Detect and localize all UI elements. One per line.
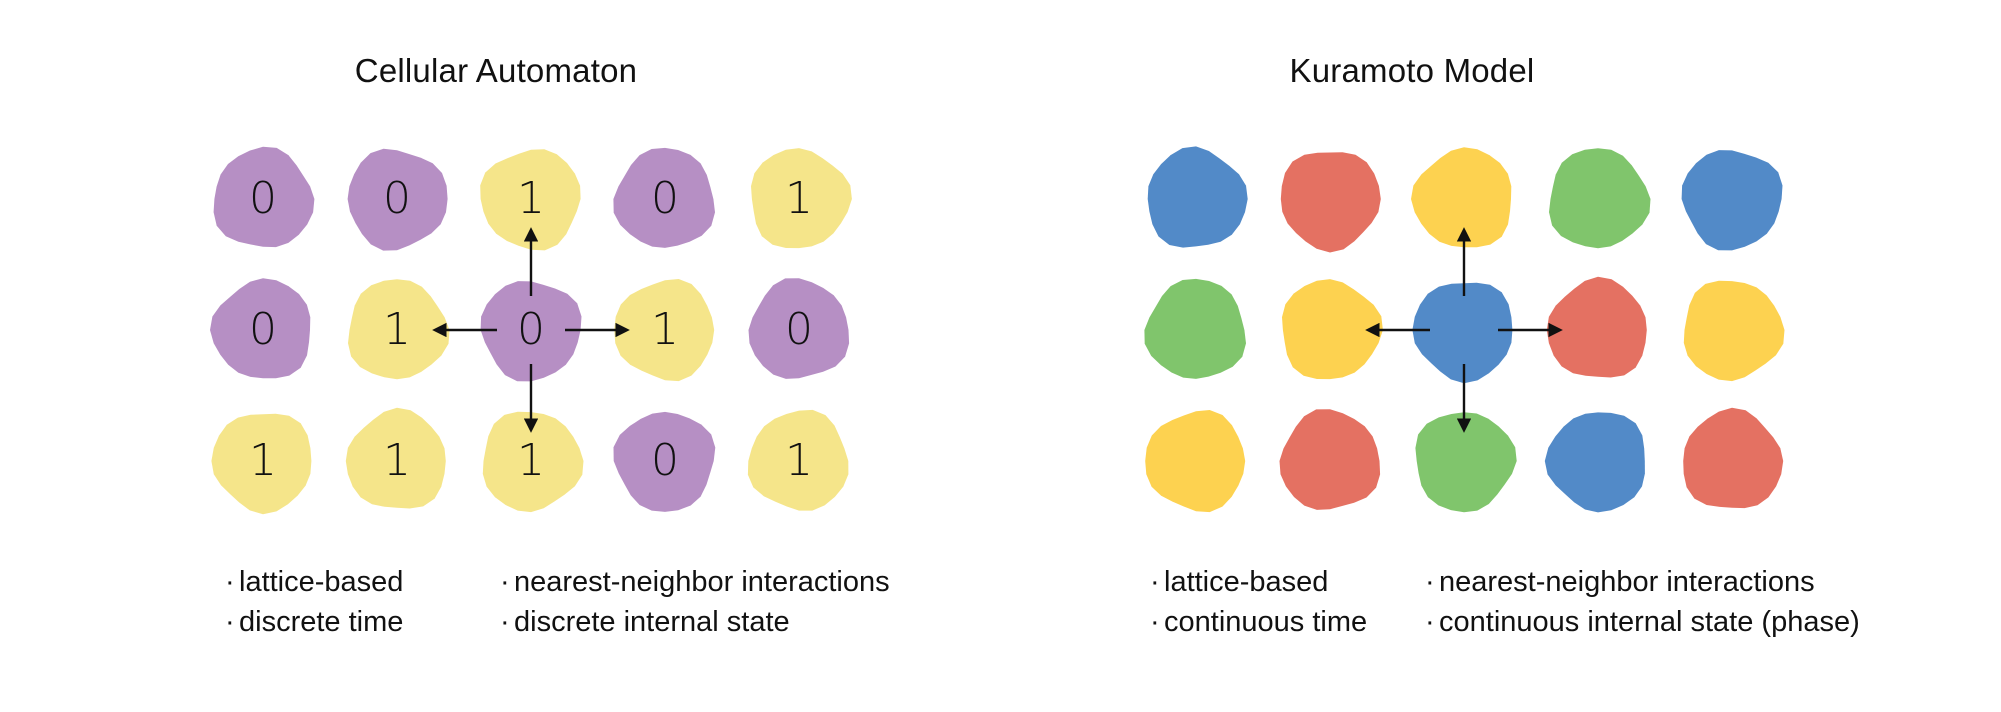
lattice-cell — [1408, 274, 1520, 386]
cell-circle — [1147, 146, 1248, 248]
lattice-cell: 0 — [207, 274, 319, 386]
cell-circle — [347, 148, 448, 251]
lattice-cell: 0 — [341, 143, 453, 255]
lattice-cell — [1140, 405, 1252, 517]
cell-circle — [1280, 152, 1381, 253]
cell-circle — [482, 411, 584, 513]
cell-circle — [1144, 278, 1246, 379]
cell-state-label: 0 — [651, 173, 679, 224]
cell-state-label: 1 — [383, 435, 411, 486]
property-item: · lattice-based — [1150, 566, 1329, 598]
cell-circle — [747, 409, 849, 511]
lattice-cell: 1 — [475, 405, 587, 517]
panel-kuramoto-model: Kuramoto Model · lattice-based · continuou… — [1000, 0, 2000, 712]
cell-state-label: 1 — [651, 304, 679, 355]
lattice-cell: 0 — [207, 143, 319, 255]
lattice-cell — [1140, 143, 1252, 255]
lattice-cell: 0 — [743, 274, 855, 386]
lattice-cell — [1676, 274, 1788, 386]
cell-state-label: 0 — [785, 304, 813, 355]
lattice-cell: 1 — [609, 274, 721, 386]
cell-circle — [1279, 409, 1381, 510]
lattice-cell — [1542, 143, 1654, 255]
lattice-grid: 0 0 1 0 1 0 1 0 1 0 1 1 1 0 1 — [207, 143, 867, 543]
cell-circle — [1683, 407, 1784, 509]
cell-circle — [210, 278, 311, 379]
panel-title: Kuramoto Model — [1289, 52, 1535, 89]
cell-circle — [480, 281, 582, 382]
lattice-cell: 1 — [475, 143, 587, 255]
cell-state-label: 1 — [785, 173, 813, 224]
cell-state-label: 0 — [651, 435, 679, 486]
lattice-cell — [1274, 274, 1386, 386]
cell-state-label: 0 — [517, 304, 545, 355]
cell-state-label: 1 — [517, 173, 545, 224]
cell-circle — [748, 278, 850, 379]
lattice-cell — [1274, 405, 1386, 517]
cell-circle — [1145, 410, 1246, 513]
cell-state-label: 0 — [249, 173, 277, 224]
cell-state-label: 1 — [785, 435, 813, 486]
cell-circle — [1681, 150, 1783, 251]
properties-left: · lattice-based · continuous time — [1150, 562, 1367, 642]
lattice-cell — [1408, 405, 1520, 517]
cell-circle — [1544, 412, 1645, 513]
lattice-cell — [1140, 274, 1252, 386]
cell-circle — [480, 149, 581, 251]
property-item: · lattice-based — [225, 566, 404, 598]
cell-circle — [1546, 276, 1647, 378]
lattice-cell — [1676, 143, 1788, 255]
cell-state-label: 1 — [517, 435, 545, 486]
cell-circle — [213, 146, 315, 248]
cell-circle — [345, 407, 446, 509]
lattice-grid — [1140, 143, 1800, 543]
properties-right: · nearest-neighbor interactions · discrete… — [500, 562, 890, 642]
properties-left: · lattice-based · discrete time — [225, 562, 403, 642]
cell-state-label: 1 — [249, 435, 277, 486]
cell-circle — [1415, 412, 1517, 513]
property-item: · continuous time — [1150, 606, 1368, 638]
lattice-cell: 1 — [341, 405, 453, 517]
lattice-cell: 1 — [743, 143, 855, 255]
properties-right: · nearest-neighbor interactions · continuo… — [1425, 562, 1860, 642]
cell-circle — [1683, 280, 1785, 382]
lattice-cell — [1676, 405, 1788, 517]
lattice-cell: 0 — [475, 274, 587, 386]
cell-circle — [613, 147, 715, 248]
lattice-cell — [1542, 405, 1654, 517]
lattice-cell: 1 — [207, 405, 319, 517]
property-item: · nearest-neighbor interactions — [500, 566, 890, 598]
panel-cellular-automaton: Cellular Automaton 0 0 1 0 1 0 1 0 1 0 1 1 1 0 1 · latt… — [0, 0, 1000, 712]
cell-state-label: 0 — [383, 173, 411, 224]
lattice-cell: 0 — [609, 405, 721, 517]
cell-circle — [613, 411, 716, 512]
property-item: · discrete internal state — [500, 606, 790, 638]
cell-circle — [348, 279, 450, 380]
lattice-cell — [1274, 143, 1386, 255]
cell-circle — [211, 413, 312, 515]
cell-circle — [1282, 279, 1383, 380]
property-item: · continuous internal state (phase) — [1425, 606, 1860, 638]
lattice-cell: 1 — [743, 405, 855, 517]
property-item: · nearest-neighbor interactions — [1425, 566, 1815, 598]
cell-circle — [614, 279, 715, 382]
cell-circle — [1411, 147, 1512, 248]
property-item: · discrete time — [225, 606, 404, 638]
lattice-cell — [1542, 274, 1654, 386]
cell-circle — [751, 148, 852, 249]
cell-circle — [1412, 282, 1513, 384]
lattice-cell — [1408, 143, 1520, 255]
cell-state-label: 0 — [249, 304, 277, 355]
cell-circle — [1549, 148, 1651, 249]
cell-state-label: 1 — [383, 304, 411, 355]
lattice-cell: 0 — [609, 143, 721, 255]
lattice-cell: 1 — [341, 274, 453, 386]
panel-title: Cellular Automaton — [354, 52, 638, 89]
